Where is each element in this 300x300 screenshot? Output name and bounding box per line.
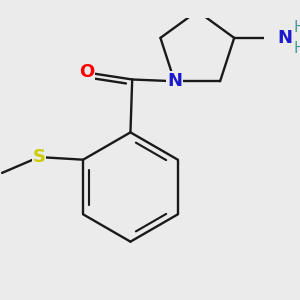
Text: S: S [33, 148, 46, 166]
Text: H: H [294, 41, 300, 56]
Text: O: O [79, 63, 94, 81]
Text: N: N [278, 29, 293, 47]
Text: H: H [294, 20, 300, 35]
Text: N: N [167, 72, 182, 90]
